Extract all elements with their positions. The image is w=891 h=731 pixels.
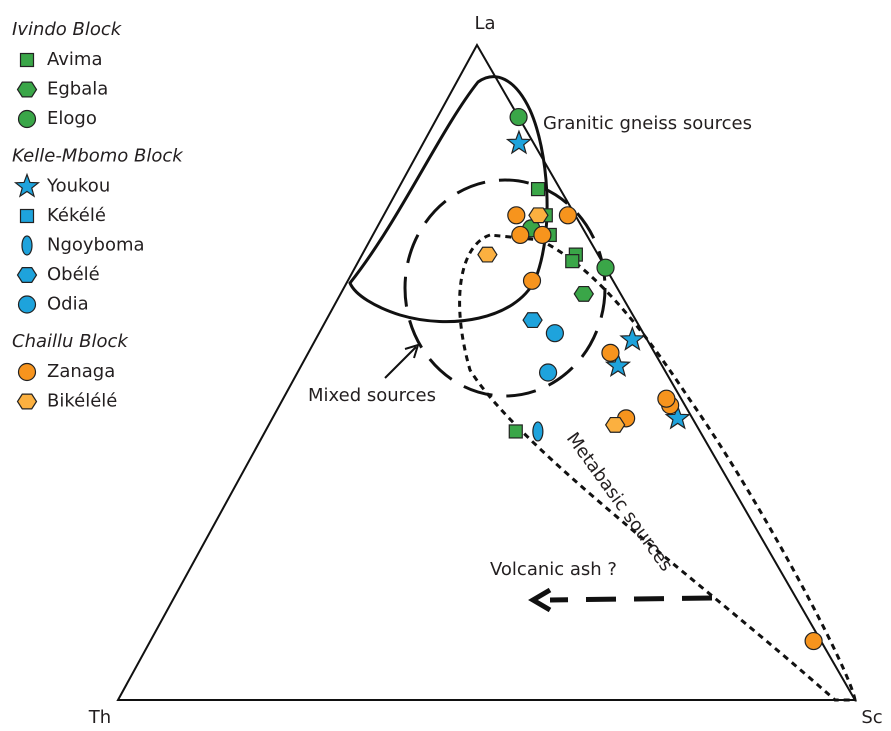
field-label: Mixed sources — [308, 385, 436, 406]
data-point — [804, 631, 823, 651]
data-point — [619, 326, 646, 351]
field-label: Metabasic sources — [562, 429, 677, 576]
legend-label: Youkou — [46, 176, 110, 197]
data-point — [511, 225, 530, 245]
data-point — [533, 225, 552, 245]
data-point — [532, 421, 544, 442]
legend-marker — [17, 362, 37, 382]
data-point — [604, 352, 632, 378]
ash-arrowhead — [528, 587, 552, 613]
ash-arrow — [549, 595, 713, 603]
data-point — [545, 324, 564, 343]
axis-label: Sc — [861, 707, 882, 728]
legend-group-title: Kelle-Mbomo Block — [12, 146, 184, 167]
data-point — [604, 416, 626, 433]
mixed-arrowhead — [404, 343, 420, 359]
data-point — [509, 107, 528, 127]
axis-label: Th — [88, 707, 111, 728]
legend-label: Avima — [47, 49, 102, 70]
triangle — [116, 42, 857, 701]
legend-label: Elogo — [47, 108, 97, 129]
legend-label: Bikélélé — [47, 391, 117, 412]
legend-label: Zanaga — [47, 361, 115, 382]
legend-label: Obélé — [47, 264, 100, 285]
data-point — [505, 129, 533, 155]
legend-label: Odia — [47, 294, 89, 315]
legend-group-title: Ivindo Block — [12, 19, 123, 40]
data-point — [528, 207, 549, 224]
legend-marker — [16, 393, 38, 410]
data-point — [664, 404, 691, 430]
legend-marker — [19, 208, 35, 224]
legend-marker — [13, 172, 41, 198]
legend-group-title: Chaillu Block — [12, 331, 129, 352]
legend-marker — [17, 295, 37, 314]
data-point — [530, 182, 546, 197]
legend-marker — [21, 235, 33, 256]
data-point — [565, 254, 580, 269]
data-point — [573, 285, 595, 302]
data-point — [601, 343, 620, 362]
legend-label: Ngoyboma — [47, 235, 145, 256]
field-label: Granitic gneiss sources — [543, 113, 752, 134]
metabasic-field — [458, 233, 857, 702]
data-point — [657, 389, 676, 408]
legend-marker — [17, 109, 37, 129]
data-point — [596, 258, 615, 277]
data-point — [558, 206, 578, 225]
data-point — [508, 424, 523, 439]
data-point — [522, 312, 543, 329]
data-point — [522, 271, 542, 290]
legend-marker — [16, 267, 38, 283]
data-point — [507, 206, 526, 225]
granitic-field — [348, 75, 549, 324]
field-label: Volcanic ash ? — [490, 559, 617, 580]
axis-label: La — [474, 13, 495, 34]
data-point — [477, 246, 498, 263]
data-point — [538, 363, 558, 382]
mixed-arrow — [384, 346, 417, 379]
legend-label: Egbala — [47, 79, 108, 100]
legend-label: Kékélé — [47, 205, 106, 226]
legend-marker — [19, 52, 35, 68]
legend-marker — [16, 81, 38, 98]
